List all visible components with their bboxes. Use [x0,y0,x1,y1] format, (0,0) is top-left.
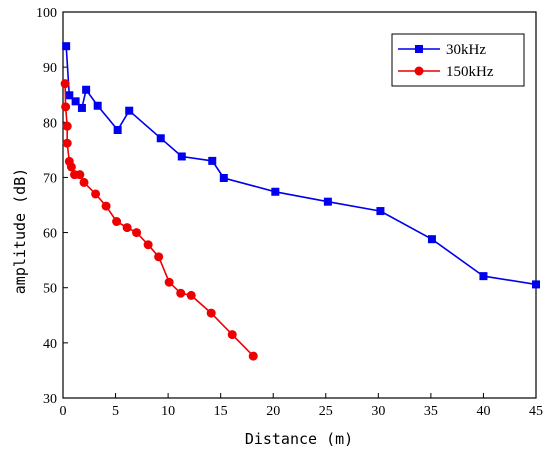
x-tick-label: 45 [529,404,543,419]
data-point [248,351,258,361]
y-tick-label: 90 [43,61,57,76]
series-150kHz [60,79,258,361]
data-point [66,162,76,172]
data-point [177,152,186,161]
data-point [376,207,385,216]
data-point [71,97,80,106]
x-tick-label: 5 [112,404,119,419]
x-tick-label: 20 [266,404,280,419]
y-tick-label: 50 [43,282,57,297]
y-tick-label: 40 [43,337,57,352]
data-point [79,177,89,187]
legend-box [391,33,525,87]
x-tick-label: 0 [60,404,67,419]
y-tick-label: 80 [43,116,57,131]
x-tick-label: 25 [319,404,333,419]
data-point [479,272,488,281]
legend: 30kHz 150kHz [391,33,525,87]
data-point [208,156,217,165]
legend-label: 150kHz [446,64,494,80]
data-point [61,102,71,112]
x-tick-label: 30 [371,404,385,419]
legend-marker [414,66,424,76]
data-point [132,228,142,238]
data-point [125,106,134,115]
y-tick-label: 30 [43,392,57,407]
x-axis-title: Distance (m) [245,430,353,448]
data-point [143,240,153,250]
data-point [113,126,122,135]
y-axis-title: amplitude (dB) [11,168,29,294]
data-point [82,85,91,94]
y-tick-label: 100 [36,6,57,21]
data-point [219,173,228,182]
data-point [112,217,122,227]
data-point [154,252,164,262]
data-point [93,101,102,110]
series-30kHz [62,42,540,289]
x-tick-label: 10 [161,404,175,419]
data-point [101,201,111,211]
series-layer [60,42,540,361]
data-point [77,103,86,112]
data-point [271,187,280,196]
legend-marker [415,45,423,53]
x-tick-label: 40 [476,404,490,419]
data-point [65,91,74,100]
data-point [206,308,216,318]
data-point [75,170,85,180]
data-point [156,134,165,143]
data-point [427,235,436,244]
data-point [323,197,332,206]
data-point [186,290,196,300]
series-line [64,83,254,357]
data-point [227,330,237,340]
data-point [62,42,71,51]
legend-label: 30kHz [446,42,486,58]
data-point [176,288,186,298]
data-point [532,280,540,289]
plot-frame [62,11,537,399]
x-tick-label: 35 [424,404,438,419]
y-tick-label: 60 [43,227,57,242]
data-point [62,138,72,148]
data-point [60,79,70,89]
y-tick-label: 70 [43,171,57,186]
data-point [122,223,132,233]
x-tick-label: 15 [214,404,228,419]
data-point [62,121,72,131]
axes: 0 5 10 15 20 25 30 35 40 45 30 40 50 60 70 80 90 100 [36,6,543,419]
data-point [164,277,174,287]
data-point [91,189,101,199]
